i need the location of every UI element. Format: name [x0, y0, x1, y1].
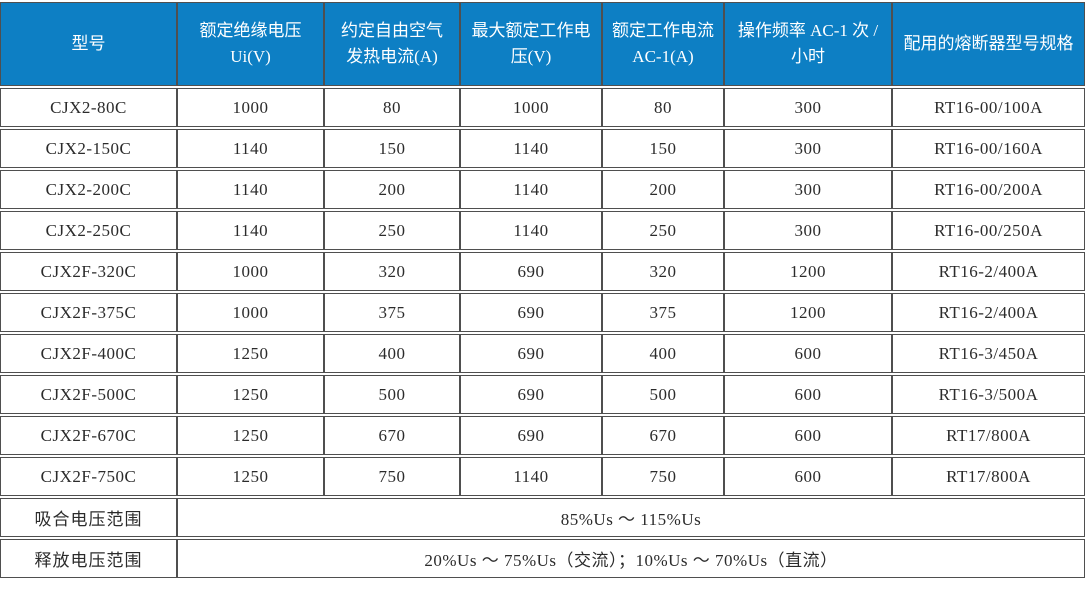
column-header-max-rated-working-voltage: 最大额定工作电压(V) — [460, 2, 602, 86]
cell-operating-frequency: 300 — [724, 88, 892, 127]
cell-rated-insulation-voltage: 1250 — [177, 334, 324, 373]
cell-fuse-spec: RT16-2/400A — [892, 293, 1085, 332]
cell-model: CJX2-150C — [0, 129, 177, 168]
cell-operating-frequency: 300 — [724, 211, 892, 250]
cell-operating-frequency: 600 — [724, 375, 892, 414]
footer-row-pickup-voltage-range: 吸合电压范围 85%Us ～ 115%Us — [0, 498, 1085, 537]
cell-fuse-spec: RT16-00/250A — [892, 211, 1085, 250]
cell-operating-frequency: 300 — [724, 170, 892, 209]
spec-row-CJX2F-500C: CJX2F-500C 1250 500 690 500 600 RT16-3/500A — [0, 375, 1085, 414]
cell-conventional-thermal-current: 320 — [324, 252, 460, 291]
cell-rated-working-current-ac1: 200 — [602, 170, 724, 209]
spec-row-CJX2-150C: CJX2-150C 1140 150 1140 150 300 RT16-00/160A — [0, 129, 1085, 168]
cell-operating-frequency: 300 — [724, 129, 892, 168]
spec-row-CJX2F-670C: CJX2F-670C 1250 670 690 670 600 RT17/800A — [0, 416, 1085, 455]
cell-rated-insulation-voltage: 1000 — [177, 252, 324, 291]
footer-row-release-voltage-range: 释放电压范围 20%Us ～ 75%Us（交流）；10%Us ～ 70%Us（直流… — [0, 539, 1085, 578]
cell-rated-working-current-ac1: 320 — [602, 252, 724, 291]
spec-row-CJX2-250C: CJX2-250C 1140 250 1140 250 300 RT16-00/250A — [0, 211, 1085, 250]
cell-fuse-spec: RT16-00/200A — [892, 170, 1085, 209]
cell-max-rated-working-voltage: 690 — [460, 252, 602, 291]
cell-model: CJX2F-500C — [0, 375, 177, 414]
cell-rated-insulation-voltage: 1140 — [177, 170, 324, 209]
cell-rated-working-current-ac1: 670 — [602, 416, 724, 455]
footer-label: 释放电压范围 — [0, 539, 177, 578]
column-header-model: 型号 — [0, 2, 177, 86]
cell-model: CJX2F-400C — [0, 334, 177, 373]
cell-conventional-thermal-current: 670 — [324, 416, 460, 455]
cell-fuse-spec: RT16-2/400A — [892, 252, 1085, 291]
cell-rated-working-current-ac1: 375 — [602, 293, 724, 332]
column-header-operating-frequency: 操作频率 AC-1 次 / 小时 — [724, 2, 892, 86]
cell-rated-insulation-voltage: 1140 — [177, 211, 324, 250]
cell-conventional-thermal-current: 750 — [324, 457, 460, 496]
spec-row-CJX2F-375C: CJX2F-375C 1000 375 690 375 1200 RT16-2/400A — [0, 293, 1085, 332]
footer-value: 85%Us ～ 115%Us — [177, 498, 1085, 537]
cell-conventional-thermal-current: 400 — [324, 334, 460, 373]
cell-rated-working-current-ac1: 250 — [602, 211, 724, 250]
footer-value: 20%Us ～ 75%Us（交流）；10%Us ～ 70%Us（直流） — [177, 539, 1085, 578]
cell-rated-insulation-voltage: 1250 — [177, 375, 324, 414]
cell-fuse-spec: RT16-3/450A — [892, 334, 1085, 373]
cell-rated-working-current-ac1: 500 — [602, 375, 724, 414]
footer-label: 吸合电压范围 — [0, 498, 177, 537]
cell-max-rated-working-voltage: 1140 — [460, 129, 602, 168]
cell-rated-insulation-voltage: 1250 — [177, 457, 324, 496]
cell-rated-insulation-voltage: 1000 — [177, 88, 324, 127]
cell-max-rated-working-voltage: 690 — [460, 334, 602, 373]
cell-rated-working-current-ac1: 150 — [602, 129, 724, 168]
cell-rated-insulation-voltage: 1140 — [177, 129, 324, 168]
cell-model: CJX2F-320C — [0, 252, 177, 291]
cell-max-rated-working-voltage: 1140 — [460, 211, 602, 250]
cell-operating-frequency: 600 — [724, 334, 892, 373]
cell-max-rated-working-voltage: 690 — [460, 293, 602, 332]
cell-fuse-spec: RT16-3/500A — [892, 375, 1085, 414]
column-header-fuse-spec: 配用的熔断器型号规格 — [892, 2, 1085, 86]
spec-row-CJX2F-400C: CJX2F-400C 1250 400 690 400 600 RT16-3/450A — [0, 334, 1085, 373]
cell-model: CJX2F-670C — [0, 416, 177, 455]
cell-rated-working-current-ac1: 400 — [602, 334, 724, 373]
cell-operating-frequency: 600 — [724, 457, 892, 496]
cell-max-rated-working-voltage: 1140 — [460, 457, 602, 496]
cell-conventional-thermal-current: 375 — [324, 293, 460, 332]
cell-fuse-spec: RT17/800A — [892, 457, 1085, 496]
cell-max-rated-working-voltage: 690 — [460, 416, 602, 455]
cell-rated-working-current-ac1: 80 — [602, 88, 724, 127]
cell-model: CJX2-80C — [0, 88, 177, 127]
cell-operating-frequency: 600 — [724, 416, 892, 455]
cell-operating-frequency: 1200 — [724, 293, 892, 332]
column-header-conventional-thermal-current: 约定自由空气发热电流(A) — [324, 2, 460, 86]
cell-model: CJX2F-750C — [0, 457, 177, 496]
table-header-row: 型号 额定绝缘电压 Ui(V) 约定自由空气发热电流(A) 最大额定工作电压(V) 额定… — [0, 2, 1085, 86]
cell-conventional-thermal-current: 500 — [324, 375, 460, 414]
cell-max-rated-working-voltage: 1000 — [460, 88, 602, 127]
spec-row-CJX2-80C: CJX2-80C 1000 80 1000 80 300 RT16-00/100A — [0, 88, 1085, 127]
cell-fuse-spec: RT16-00/100A — [892, 88, 1085, 127]
cell-model: CJX2-250C — [0, 211, 177, 250]
contactor-spec-table: 型号 额定绝缘电压 Ui(V) 约定自由空气发热电流(A) 最大额定工作电压(V) 额定… — [0, 0, 1085, 580]
cell-max-rated-working-voltage: 690 — [460, 375, 602, 414]
cell-rated-insulation-voltage: 1000 — [177, 293, 324, 332]
cell-conventional-thermal-current: 80 — [324, 88, 460, 127]
spec-row-CJX2-200C: CJX2-200C 1140 200 1140 200 300 RT16-00/200A — [0, 170, 1085, 209]
spec-row-CJX2F-320C: CJX2F-320C 1000 320 690 320 1200 RT16-2/400A — [0, 252, 1085, 291]
cell-model: CJX2F-375C — [0, 293, 177, 332]
cell-fuse-spec: RT17/800A — [892, 416, 1085, 455]
cell-conventional-thermal-current: 250 — [324, 211, 460, 250]
cell-operating-frequency: 1200 — [724, 252, 892, 291]
spec-row-CJX2F-750C: CJX2F-750C 1250 750 1140 750 600 RT17/800A — [0, 457, 1085, 496]
cell-fuse-spec: RT16-00/160A — [892, 129, 1085, 168]
cell-conventional-thermal-current: 200 — [324, 170, 460, 209]
column-header-rated-insulation-voltage: 额定绝缘电压 Ui(V) — [177, 2, 324, 86]
cell-max-rated-working-voltage: 1140 — [460, 170, 602, 209]
cell-model: CJX2-200C — [0, 170, 177, 209]
cell-rated-insulation-voltage: 1250 — [177, 416, 324, 455]
cell-rated-working-current-ac1: 750 — [602, 457, 724, 496]
cell-conventional-thermal-current: 150 — [324, 129, 460, 168]
column-header-rated-working-current-ac1: 额定工作电流 AC-1(A) — [602, 2, 724, 86]
